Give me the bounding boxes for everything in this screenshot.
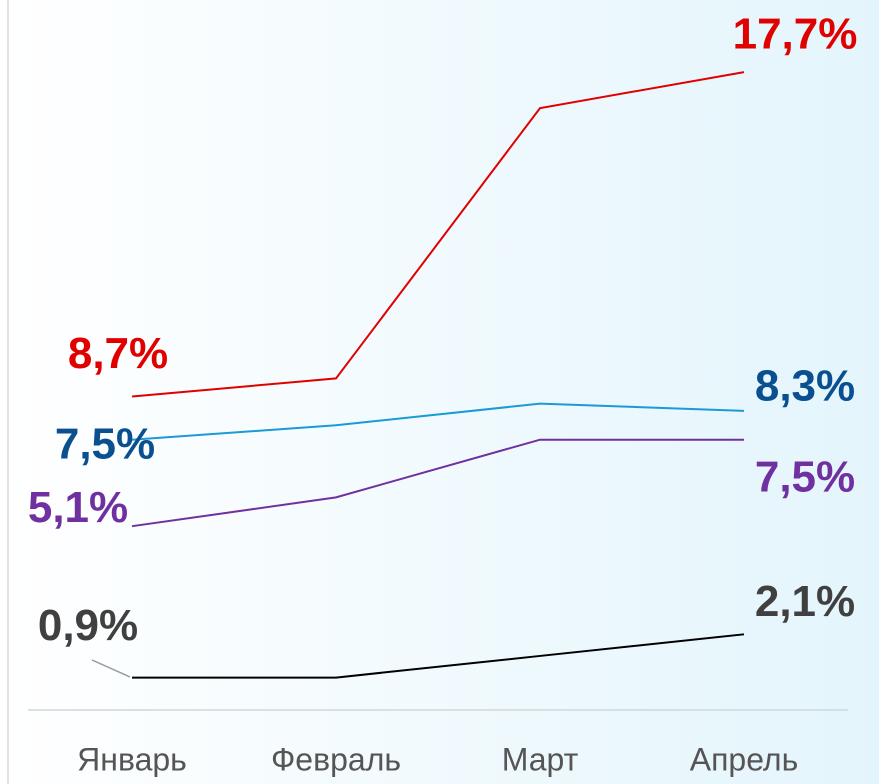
data-label: 7,5% (55, 419, 155, 468)
series-line (131, 71, 745, 398)
data-label: 8,7% (68, 329, 168, 378)
leader-line (91, 659, 131, 678)
data-label: 7,5% (755, 452, 855, 501)
data-label: 0,9% (38, 601, 138, 650)
x-tick-label: Апрель (690, 741, 799, 777)
data-label: 17,7% (733, 10, 858, 59)
x-tick-label: Март (502, 741, 579, 777)
data-label: 2,1% (755, 577, 855, 626)
data-label: 5,1% (28, 483, 128, 532)
x-tick-label: Январь (77, 741, 187, 777)
series-line (131, 438, 744, 528)
series-line (131, 402, 745, 441)
series-line (132, 633, 745, 679)
data-label: 8,3% (755, 361, 855, 410)
x-tick-label: Февраль (271, 741, 401, 777)
